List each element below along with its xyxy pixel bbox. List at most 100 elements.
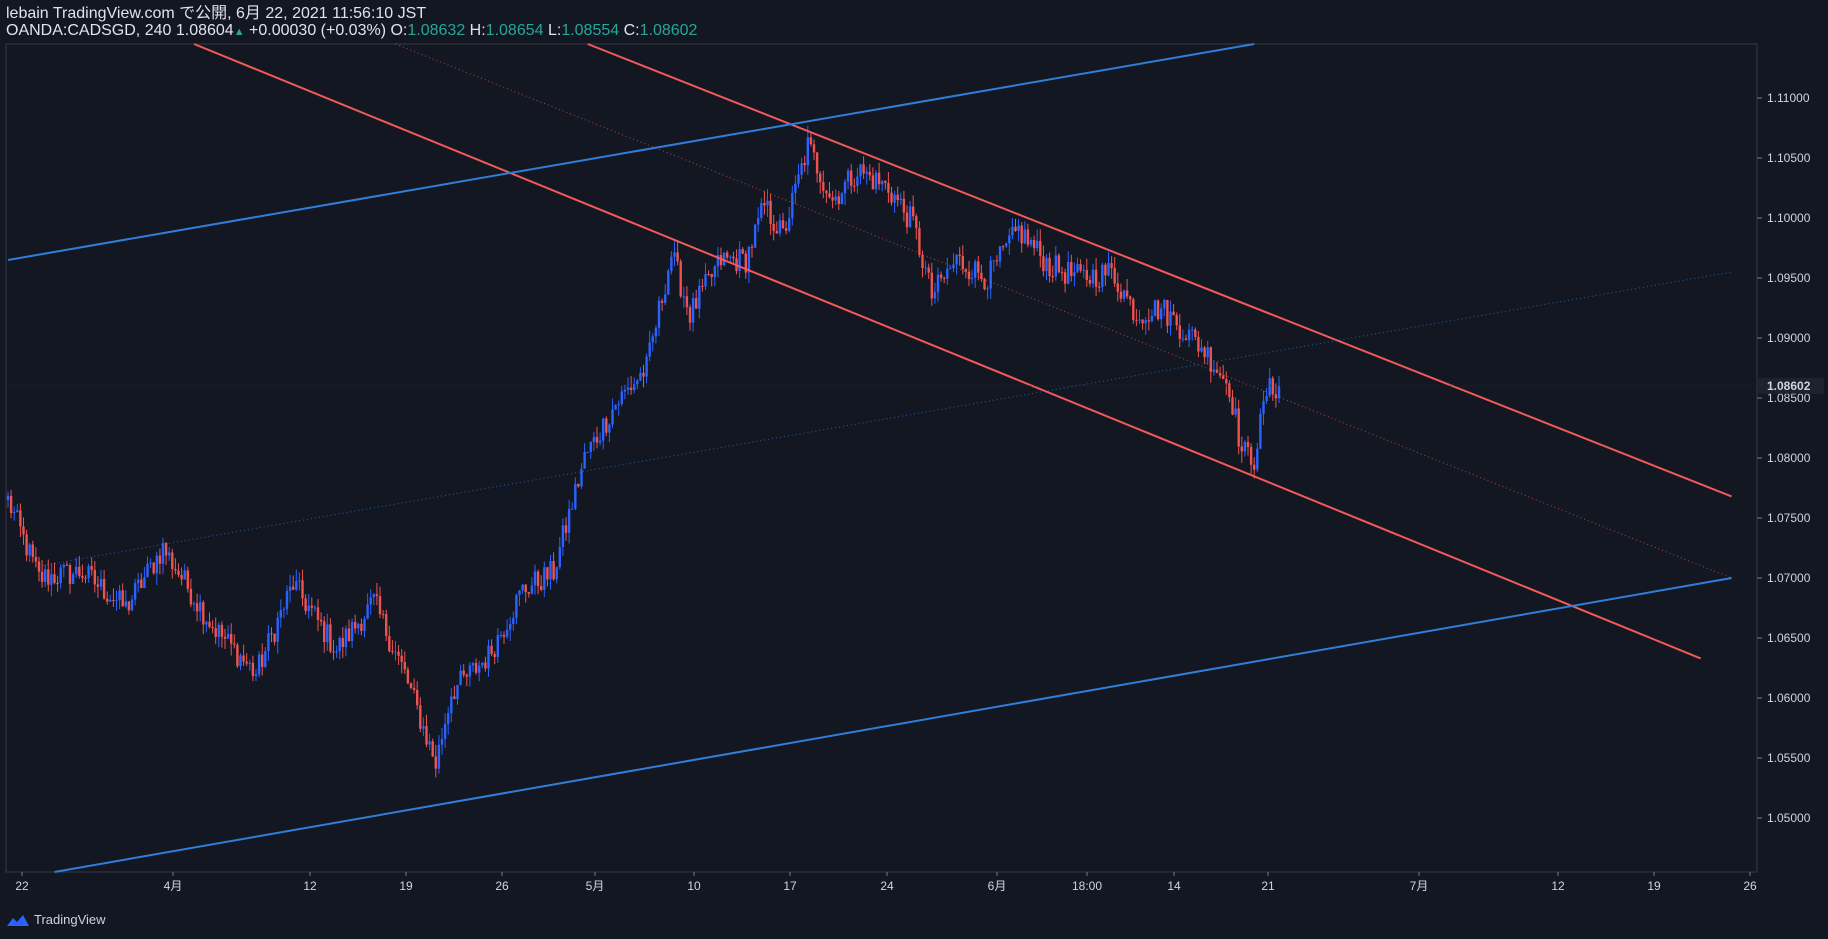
- candle: [1045, 254, 1048, 281]
- candle-body: [921, 255, 924, 269]
- candle-body: [487, 645, 490, 669]
- candle: [121, 583, 124, 607]
- current-price-line: 1.08602: [6, 377, 1824, 394]
- candle: [19, 503, 22, 538]
- candle-body: [918, 228, 921, 256]
- candle-body: [980, 272, 983, 279]
- candle: [1094, 258, 1098, 297]
- candle: [577, 483, 580, 488]
- candle-body: [202, 602, 205, 625]
- candle-body: [313, 607, 317, 609]
- candle: [784, 221, 788, 235]
- candle: [96, 576, 100, 598]
- candle: [1070, 254, 1073, 282]
- candle-body: [800, 163, 803, 175]
- candle-body: [874, 172, 878, 190]
- candle-body: [729, 256, 732, 258]
- candle: [1011, 218, 1014, 240]
- time-tick-label: 26: [495, 879, 509, 893]
- candle-body: [1147, 320, 1150, 322]
- candle-body: [1253, 464, 1256, 470]
- candle-body: [617, 403, 620, 405]
- candle: [803, 155, 806, 173]
- candle-body: [1132, 299, 1135, 320]
- candle-body: [130, 599, 134, 611]
- candles: [6, 125, 1281, 778]
- candle-body: [688, 307, 692, 323]
- candle: [602, 417, 605, 450]
- candle: [536, 569, 540, 595]
- candle: [59, 563, 62, 589]
- candle: [555, 566, 558, 584]
- candle: [664, 284, 667, 306]
- candle-body: [552, 561, 555, 580]
- candle-body: [698, 285, 701, 309]
- price-tick-label: 1.10000: [1767, 211, 1811, 225]
- candle-body: [691, 298, 695, 323]
- candle: [1107, 251, 1110, 277]
- candle-body: [605, 418, 608, 433]
- candle: [682, 286, 685, 308]
- candle-body: [1020, 225, 1023, 244]
- candle: [140, 573, 143, 589]
- candle-body: [369, 597, 372, 605]
- candle: [1088, 275, 1092, 288]
- candle-body: [90, 566, 93, 570]
- candle-body: [784, 228, 788, 231]
- candle-body: [958, 254, 961, 257]
- candle: [760, 198, 763, 221]
- candle-body: [205, 621, 208, 625]
- candle-body: [186, 570, 189, 589]
- candle-body: [422, 726, 425, 729]
- candle-body: [50, 574, 53, 585]
- candle: [233, 634, 236, 649]
- candle: [874, 170, 878, 194]
- candle-body: [112, 599, 115, 601]
- candle: [1200, 339, 1203, 353]
- candle-body: [893, 194, 896, 203]
- candle: [865, 166, 868, 185]
- candle-body: [623, 389, 627, 392]
- candle: [989, 255, 992, 299]
- candle: [270, 627, 273, 643]
- candle: [1147, 308, 1150, 331]
- candle-body: [214, 628, 217, 637]
- candle-body: [791, 192, 794, 219]
- candle: [611, 398, 614, 428]
- candle-body: [397, 651, 400, 656]
- candle-body: [267, 633, 270, 651]
- candle: [484, 656, 487, 672]
- candle: [490, 639, 493, 657]
- candle-body: [450, 696, 453, 714]
- candle: [431, 738, 434, 757]
- price-axis[interactable]: 1.11000 1.10500 1.10000 1.09500 1.09000 1.085…: [1757, 91, 1811, 825]
- trend-lines[interactable]: [7, 43, 1732, 873]
- candle-body: [645, 356, 648, 377]
- candle-body: [295, 580, 298, 590]
- candle-body: [56, 582, 59, 584]
- candle: [397, 645, 400, 665]
- candle: [512, 611, 515, 631]
- up-arrow-icon: ▲: [233, 26, 245, 38]
- candle: [1039, 229, 1042, 268]
- candle: [877, 162, 881, 190]
- candle: [992, 259, 995, 272]
- candle: [267, 625, 270, 661]
- candle-body: [1135, 319, 1138, 321]
- time-axis[interactable]: 22 4月 12 19 26 5月 10 17 24 6月 18:00 14 21 7月 12 19 26: [15, 872, 1757, 893]
- candle-body: [251, 662, 255, 677]
- candle-body: [372, 594, 375, 598]
- symbol-interval[interactable]: OANDA:CADSGD, 240: [6, 22, 172, 39]
- candle: [422, 717, 425, 736]
- candle: [22, 517, 25, 545]
- candle: [282, 607, 286, 619]
- candle-body: [326, 624, 329, 643]
- candle: [946, 257, 949, 285]
- candle-body: [846, 170, 850, 182]
- candle-body: [118, 590, 121, 601]
- candle-body: [707, 274, 710, 276]
- candle: [846, 168, 850, 190]
- candle-body: [13, 512, 16, 514]
- candle: [515, 593, 518, 625]
